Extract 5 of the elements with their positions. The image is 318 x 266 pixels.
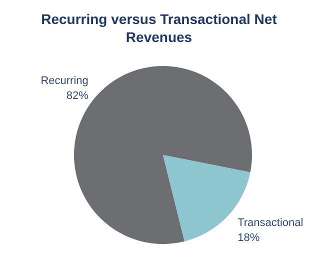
slice-label: Transactional [238,217,304,230]
data-label: 18% [238,232,260,244]
chart-title: Recurring versus Transactional Net Revenues [41,11,278,45]
slice-label: Recurring [40,74,88,87]
data-label: 82% [66,90,89,102]
